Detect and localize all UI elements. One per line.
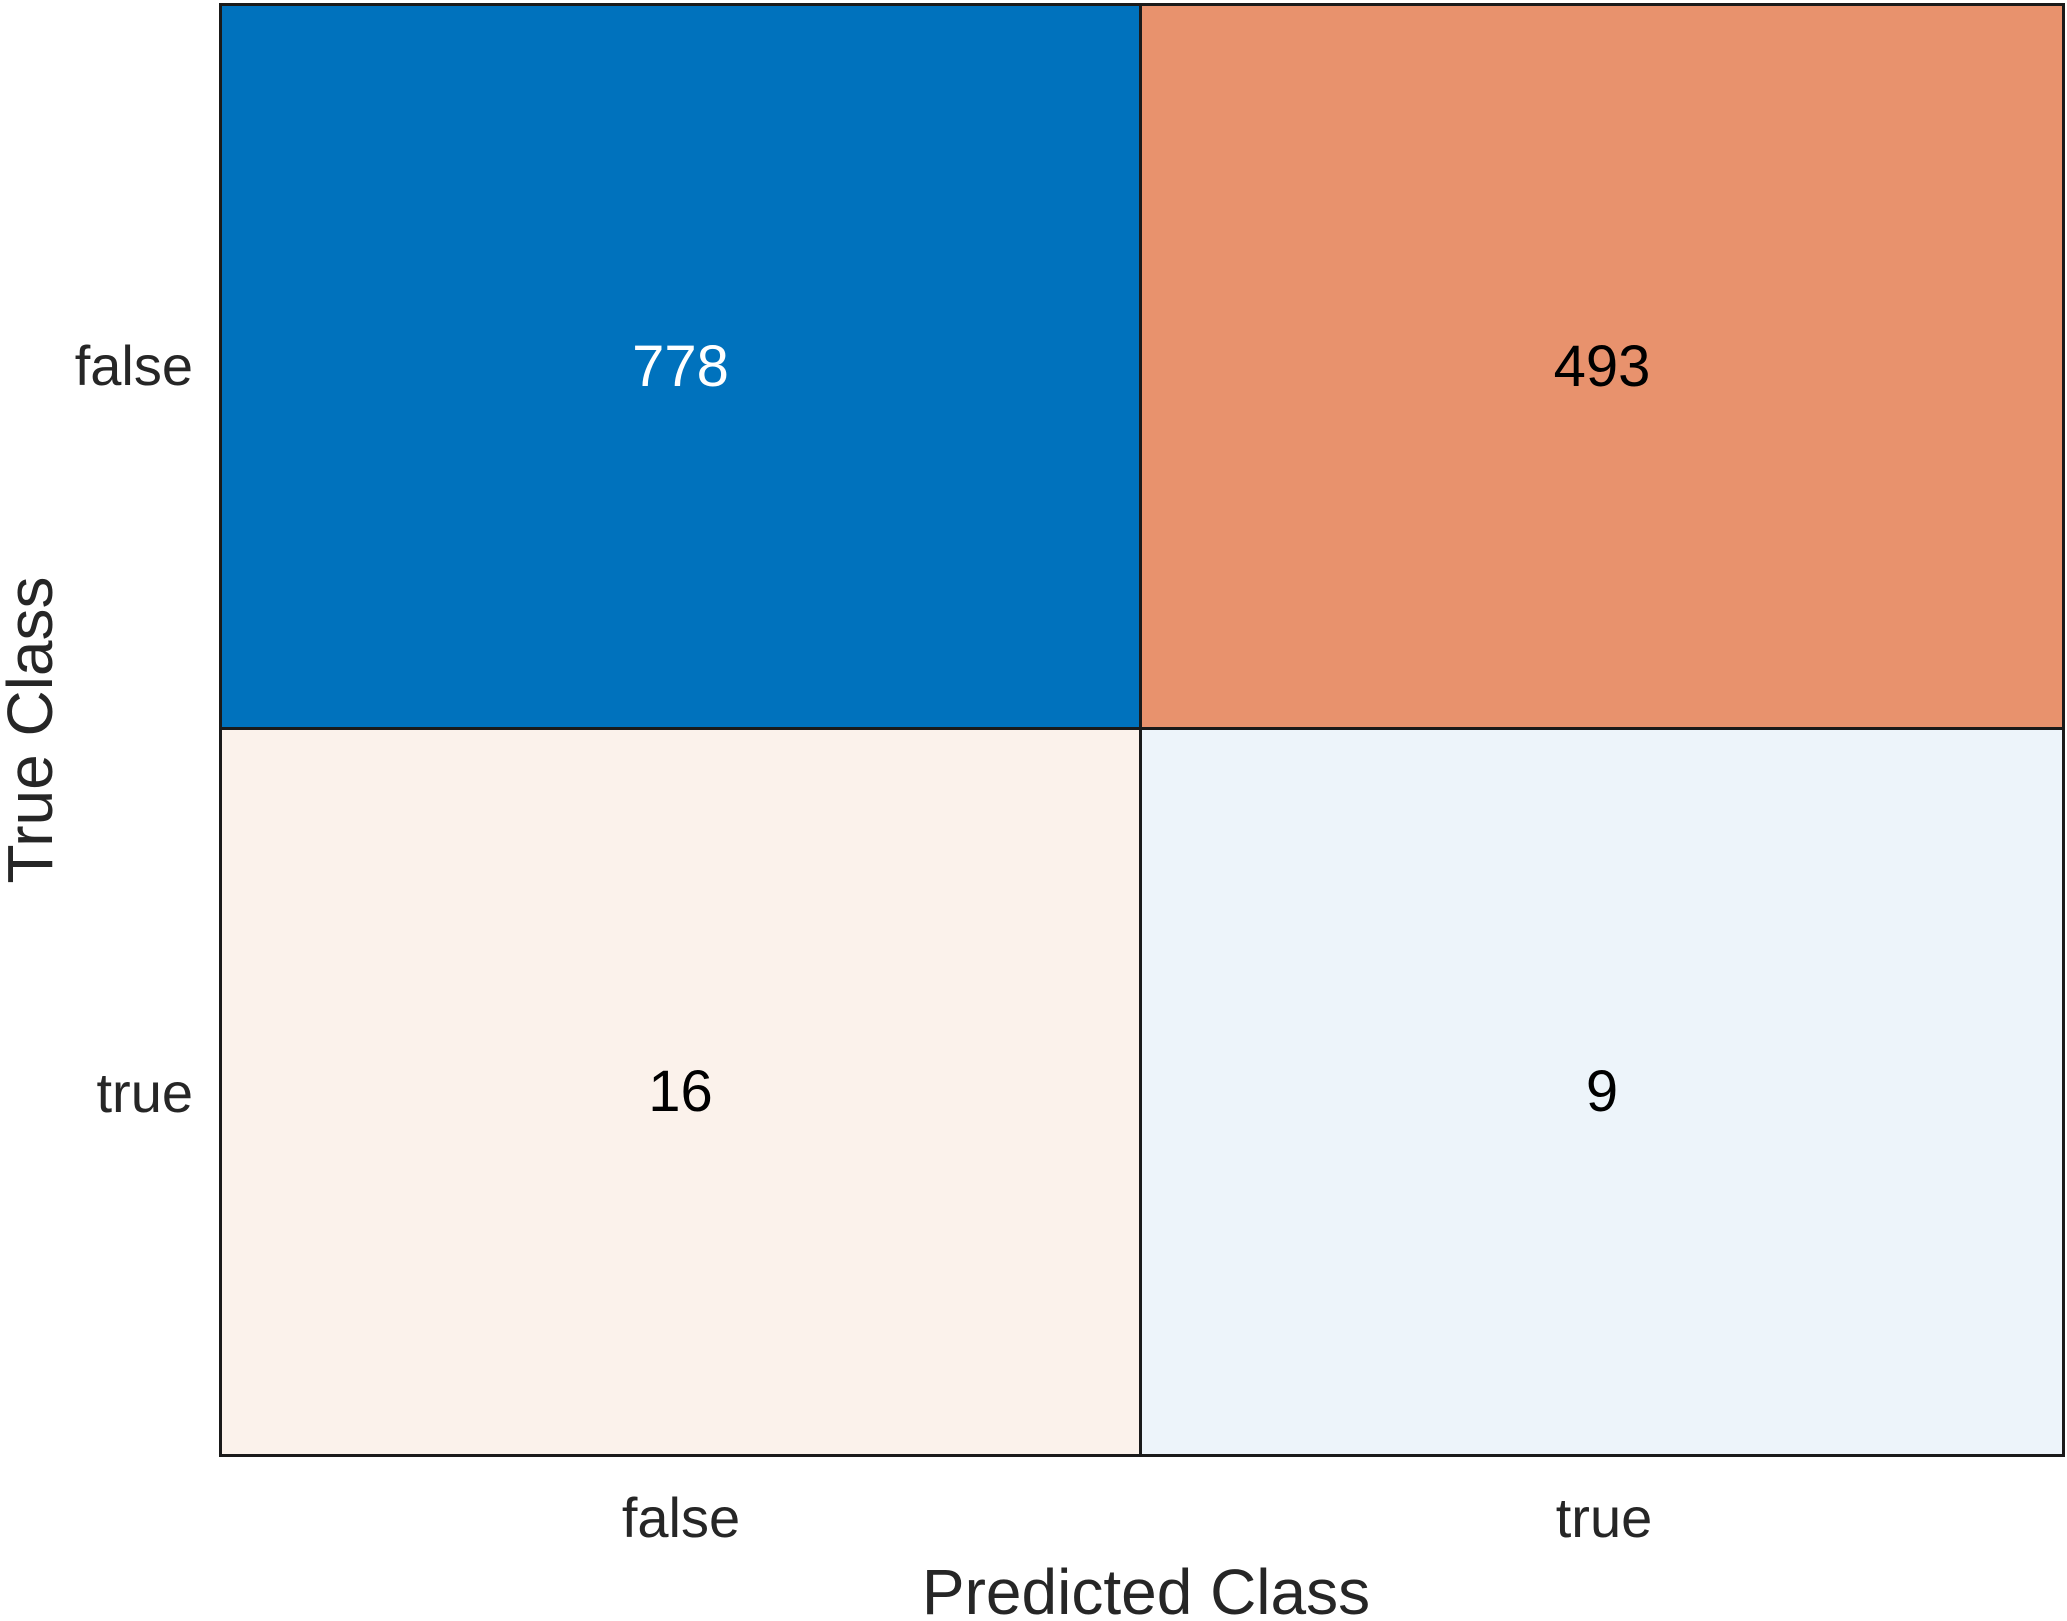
confusion-matrix-grid: 778 493 16 9 <box>219 3 2065 1457</box>
cell-true-false-pred-false: 778 <box>222 6 1142 730</box>
cell-true-false-pred-true: 493 <box>1142 6 2062 730</box>
cell-count: 778 <box>632 333 729 399</box>
cell-true-true-pred-true: 9 <box>1142 730 2062 1454</box>
x-tick-false: false <box>621 1486 741 1549</box>
y-tick-false: false <box>74 334 193 397</box>
x-tick-true: true <box>1555 1486 1653 1549</box>
x-axis-label: Predicted Class <box>921 1556 1371 1621</box>
cell-true-true-pred-false: 16 <box>222 730 1142 1454</box>
cell-count: 16 <box>648 1059 713 1124</box>
cell-count: 493 <box>1553 333 1651 399</box>
y-tick-true: true <box>96 1061 194 1124</box>
y-axis-label: True Class <box>0 576 66 884</box>
cell-count: 9 <box>1585 1059 1619 1124</box>
